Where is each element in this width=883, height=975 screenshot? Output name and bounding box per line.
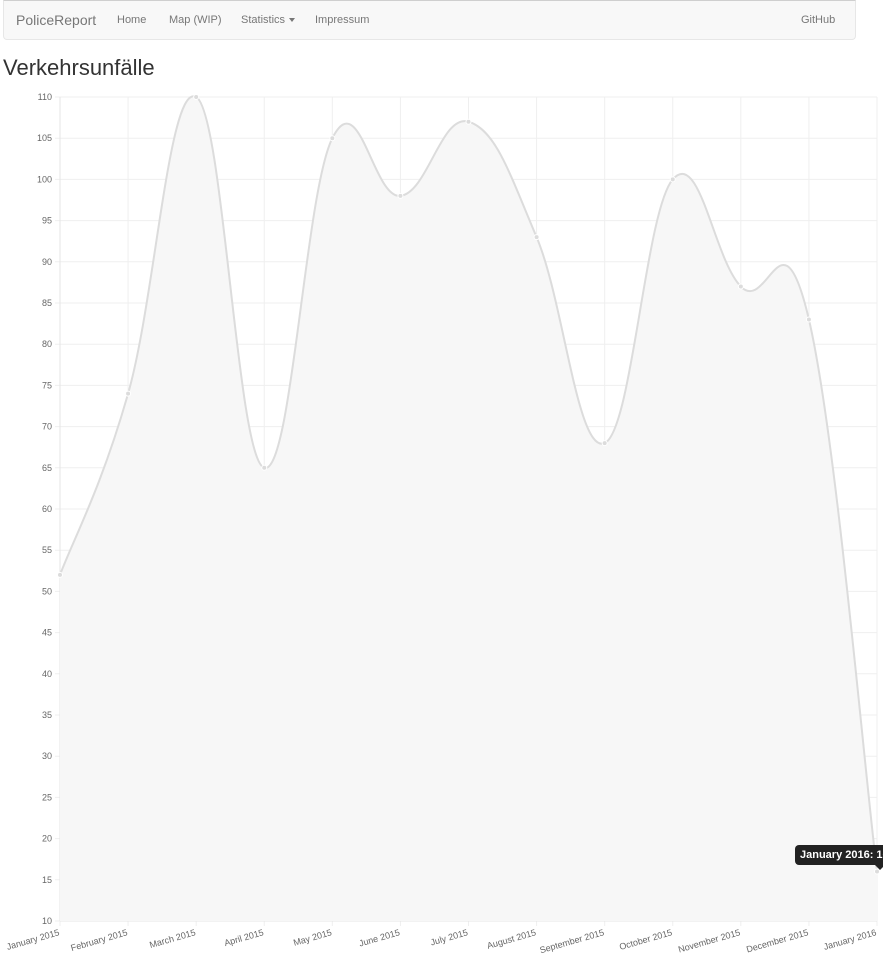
x-axis-ticks: January 2015 February 2015 March 2015 April… [5,927,877,955]
x-tick-label: November 2015 [677,927,741,954]
navbar: PoliceReport Home Map (WIP) Statistics I… [3,0,856,40]
chart-tooltip-arrow [875,865,883,870]
nav-item-impressum[interactable]: Impressum [315,14,370,26]
data-point[interactable] [601,440,608,447]
data-point[interactable] [533,234,540,241]
x-tick-label: June 2015 [358,927,401,948]
x-tick-label: August 2015 [486,927,537,951]
x-tick-label: July 2015 [429,927,469,947]
y-tick-label: 85 [42,298,52,308]
x-tick-label: December 2015 [745,927,809,954]
nav-item-statistics[interactable]: Statistics [241,14,296,26]
data-point[interactable] [465,118,472,125]
y-axis-ticks: 10 15 20 25 30 35 40 45 50 55 60 65 70 75 80 85 90 95 100 1… [37,92,52,926]
x-tick-label: January 2016 [822,927,877,952]
y-tick-label: 60 [42,504,52,514]
y-tick-label: 90 [42,257,52,267]
page-title: Verkehrsunfälle [3,55,155,80]
data-point[interactable] [669,176,676,183]
y-tick-label: 65 [42,463,52,473]
y-tick-label: 20 [42,834,52,844]
x-tick-label: May 2015 [292,927,333,948]
chart-tooltip: January 2016: 16 [795,845,883,865]
y-tick-label: 30 [42,751,52,761]
x-tick-label: January 2015 [5,927,60,952]
data-point[interactable] [737,283,744,290]
y-tick-label: 105 [37,133,52,143]
y-tick-label: 50 [42,586,52,596]
data-point[interactable] [57,571,63,578]
y-tick-label: 55 [42,545,52,555]
y-tick-label: 80 [42,339,52,349]
y-tick-label: 10 [42,916,52,926]
data-point[interactable] [193,94,200,100]
navbar-brand[interactable]: PoliceReport [16,12,97,28]
y-tick-label: 40 [42,669,52,679]
y-tick-label: 75 [42,380,52,390]
y-tick-label: 70 [42,422,52,432]
series-area [60,96,877,922]
data-point[interactable] [397,192,404,199]
nav-item-home[interactable]: Home [117,14,147,26]
x-tick-label: February 2015 [70,927,129,953]
nav-item-statistics-label: Statistics [241,14,286,26]
chart-area-layer [59,95,878,922]
data-point[interactable] [329,135,336,142]
data-point[interactable] [261,464,268,471]
y-tick-label: 95 [42,216,52,226]
y-tick-label: 45 [42,628,52,638]
data-point[interactable] [805,316,812,323]
y-tick-label: 110 [38,92,52,102]
y-tick-label: 15 [42,875,52,885]
x-tick-label: September 2015 [538,927,605,955]
chart-points [57,94,880,875]
x-tick-label: April 2015 [223,927,265,948]
x-tick-label: March 2015 [148,927,196,950]
x-tick-label: October 2015 [618,927,673,952]
nav-item-github[interactable]: GitHub [801,14,836,26]
nav-item-map[interactable]: Map (WIP) [169,14,222,26]
y-tick-label: 100 [37,174,52,184]
y-tick-label: 35 [42,710,52,720]
chevron-down-icon [289,18,296,23]
data-point[interactable] [125,390,132,397]
y-tick-label: 25 [42,792,52,802]
